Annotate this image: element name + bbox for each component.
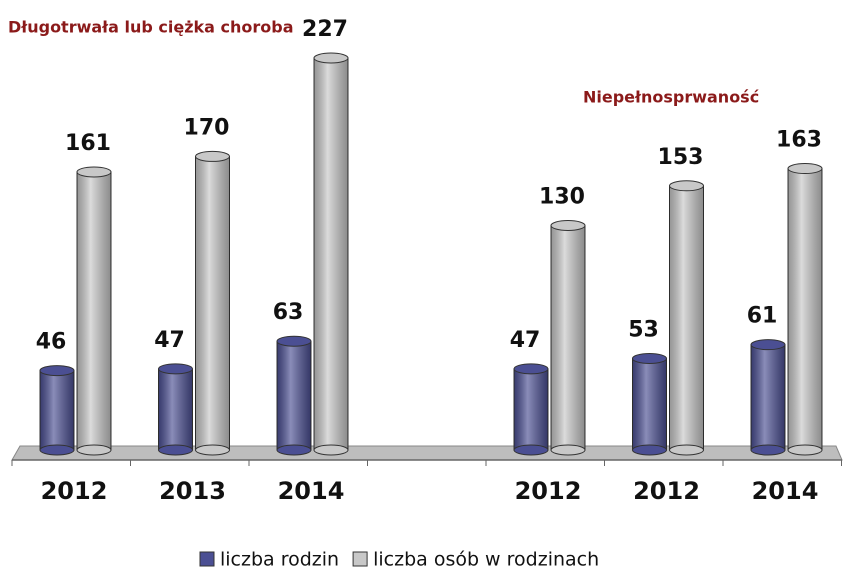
cylinder-base	[787, 444, 823, 456]
cylinder-base	[39, 444, 75, 456]
bar	[39, 365, 75, 456]
value-label: 46	[36, 330, 67, 355]
cylinder-base	[276, 444, 312, 456]
cylinder-shade	[669, 185, 704, 450]
cylinder-base	[513, 444, 549, 456]
value-label: 130	[539, 185, 585, 210]
value-label: 153	[658, 145, 704, 170]
cylinder-base	[195, 444, 230, 456]
bar	[669, 180, 704, 456]
legend-swatch	[352, 551, 368, 567]
cylinder-shade	[551, 225, 585, 450]
bar	[787, 163, 823, 456]
bar	[313, 52, 349, 456]
bar	[632, 352, 667, 456]
cylinder-top	[513, 363, 549, 375]
value-label: 161	[65, 131, 111, 156]
cylinder-top	[750, 339, 786, 351]
cylinder-top	[195, 150, 230, 162]
x-tick-label: 2012	[633, 477, 700, 505]
cylinder-shade	[277, 341, 311, 450]
bar	[513, 363, 549, 456]
cylinder-shade	[40, 370, 74, 450]
bar	[750, 339, 786, 456]
cylinder-top	[550, 220, 586, 232]
value-label: 47	[510, 328, 541, 353]
floor	[11, 445, 843, 461]
value-label: 227	[302, 17, 348, 42]
x-tick-label: 2012	[41, 477, 108, 505]
cylinder-shade	[195, 156, 230, 451]
value-label: 47	[154, 328, 185, 353]
value-label: 163	[776, 128, 822, 153]
cylinder-shade	[751, 344, 785, 450]
bar	[550, 220, 586, 456]
value-label: 63	[273, 300, 304, 325]
bar	[76, 166, 112, 456]
cylinder-shade	[788, 168, 822, 450]
cylinder-base	[76, 444, 112, 456]
cylinder-shade	[632, 358, 667, 450]
cylinder-top	[158, 363, 193, 375]
cylinder-top	[76, 166, 112, 178]
annotation: Niepełnosprwaność	[583, 88, 759, 107]
cylinder-top	[632, 352, 667, 364]
legend-swatch	[199, 551, 215, 567]
cylinder-base	[632, 444, 667, 456]
cylinder-top	[669, 180, 704, 192]
value-label: 170	[184, 115, 230, 140]
cylinder-shade	[514, 368, 548, 450]
cylinder-base	[158, 444, 193, 456]
x-tick-label: 2014	[752, 477, 819, 505]
value-label: 61	[747, 304, 778, 329]
cylinder-top	[787, 163, 823, 175]
bar	[276, 335, 312, 456]
cylinder-top	[313, 52, 349, 64]
cylinder-shade	[314, 58, 348, 450]
annotation: Długotrwała lub ciężka choroba	[8, 18, 294, 37]
value-label: 53	[628, 317, 659, 342]
cylinder-shade	[158, 368, 193, 450]
cylinder-top	[276, 335, 312, 347]
x-tick-label: 2014	[278, 477, 345, 505]
bar	[158, 363, 193, 456]
cylinder-base	[550, 444, 586, 456]
cylinder-base	[313, 444, 349, 456]
cylinder-shade	[77, 171, 111, 450]
legend-label: liczba rodzin	[220, 549, 339, 571]
cylinder-top	[39, 365, 75, 377]
legend-label: liczba osób w rodzinach	[373, 549, 599, 571]
cylinder-base	[750, 444, 786, 456]
bar	[195, 150, 230, 456]
x-tick-label: 2013	[159, 477, 226, 505]
cylinder-base	[669, 444, 704, 456]
x-tick-label: 2012	[515, 477, 582, 505]
